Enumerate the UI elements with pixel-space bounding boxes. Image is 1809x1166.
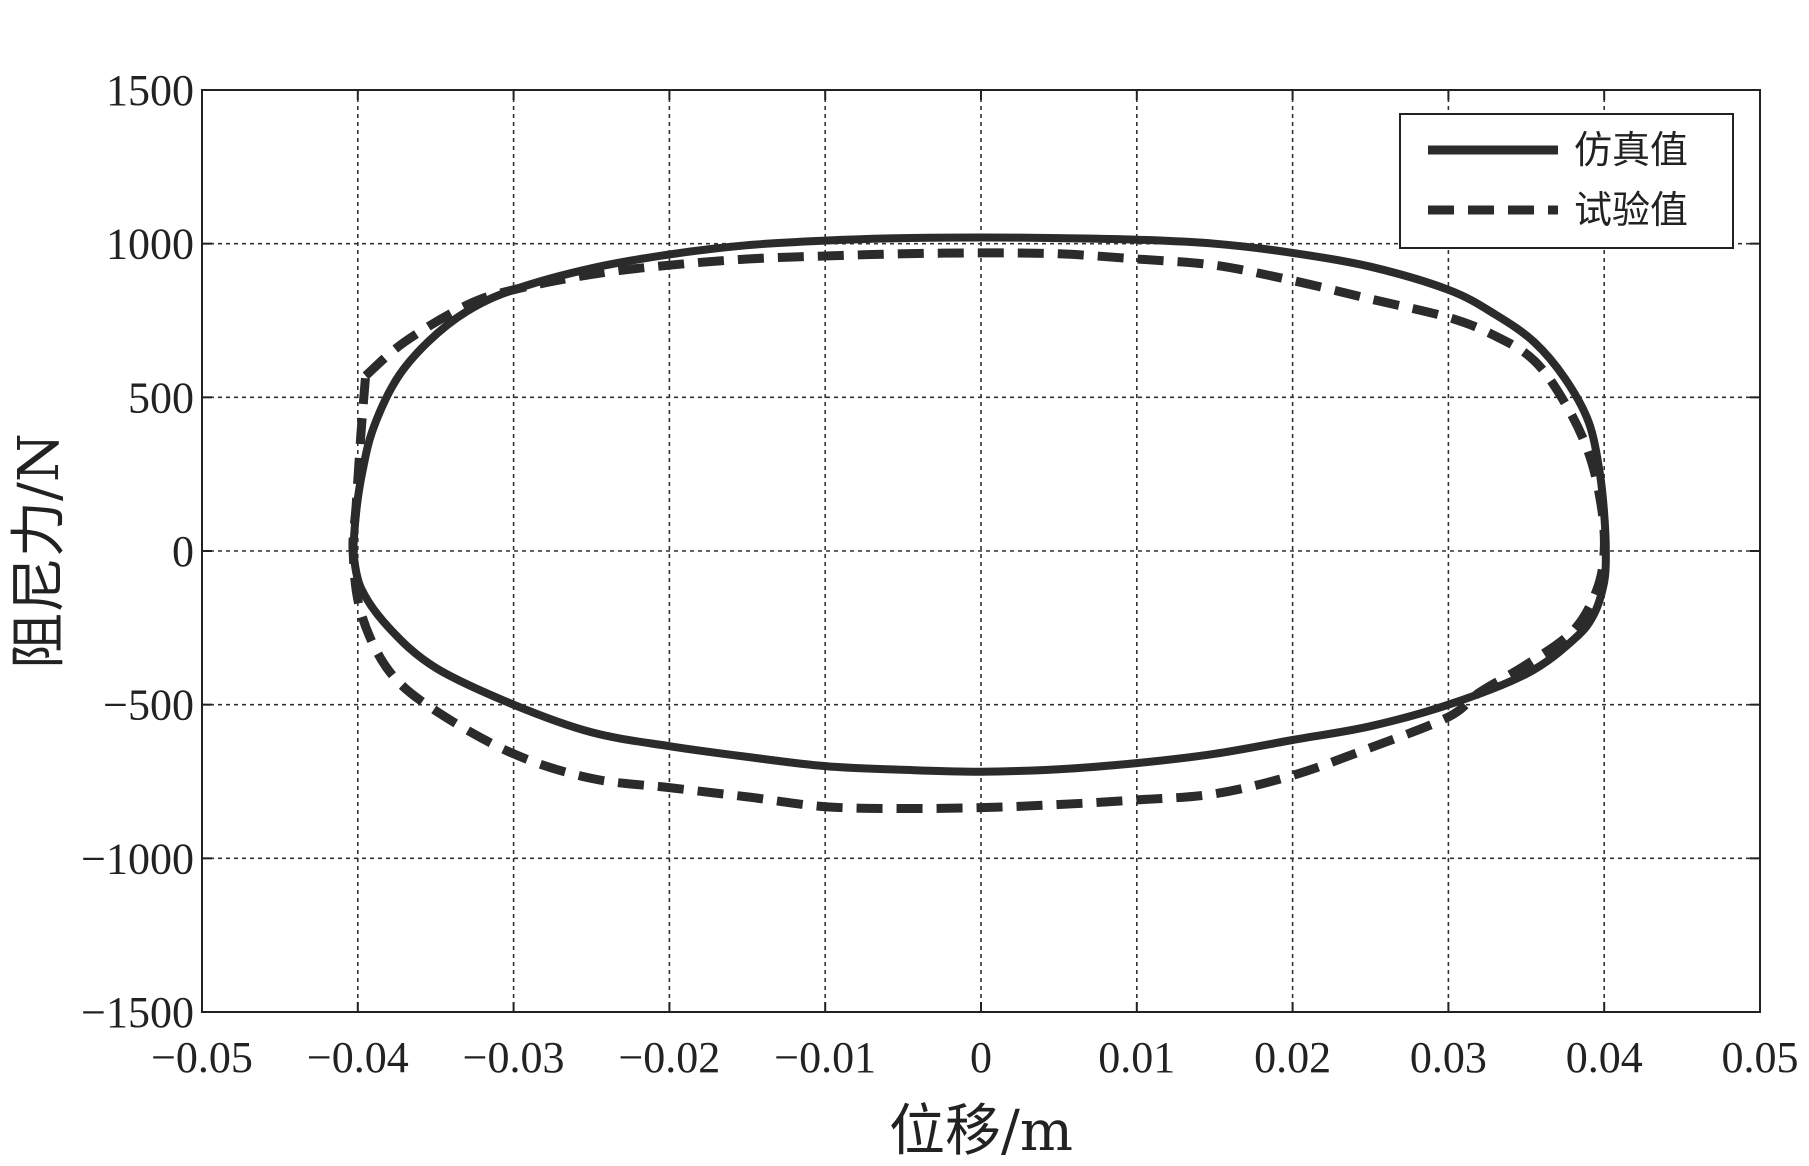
x-tick-labels: −0.05 −0.04 −0.03 −0.02 −0.01 0 0.01 0.02 0.03 0.… <box>151 1033 1798 1082</box>
y-tick-label: 1500 <box>106 66 194 115</box>
y-tick-labels: 1500 1000 500 0 −500 −1000 −1500 <box>81 66 194 1037</box>
x-tick-label: −0.03 <box>463 1033 565 1082</box>
y-tick-label: 1000 <box>106 220 194 269</box>
x-tick-label: 0.02 <box>1254 1033 1331 1082</box>
legend-label-experiment: 试验值 <box>1574 188 1688 232</box>
y-tick-label: −500 <box>103 681 194 730</box>
legend: 仿真值 试验值 <box>1399 113 1734 249</box>
y-tick-label: 0 <box>172 527 194 576</box>
x-tick-label: −0.01 <box>774 1033 876 1082</box>
series-experiment-line <box>348 248 1609 814</box>
y-tick-label: −1000 <box>81 834 194 883</box>
legend-box <box>1399 113 1734 249</box>
y-axis-title: 阻尼力/N <box>7 433 72 669</box>
series-simulation-line <box>349 233 1610 776</box>
x-tick-label: −0.05 <box>151 1033 253 1082</box>
x-tick-label: 0.03 <box>1410 1033 1487 1082</box>
y-tick-label: 500 <box>128 373 194 422</box>
x-axis-title: 位移/m <box>889 1099 1073 1164</box>
x-tick-label: 0.05 <box>1722 1033 1799 1082</box>
plot-series <box>348 233 1610 814</box>
axis-ticks <box>201 89 1761 1013</box>
legend-label-simulation: 仿真值 <box>1574 128 1688 172</box>
x-tick-label: −0.02 <box>618 1033 720 1082</box>
x-tick-label: 0.04 <box>1566 1033 1643 1082</box>
x-tick-label: 0 <box>970 1033 992 1082</box>
y-tick-label: −1500 <box>81 988 194 1037</box>
x-tick-label: 0.01 <box>1098 1033 1175 1082</box>
x-tick-label: −0.04 <box>307 1033 409 1082</box>
